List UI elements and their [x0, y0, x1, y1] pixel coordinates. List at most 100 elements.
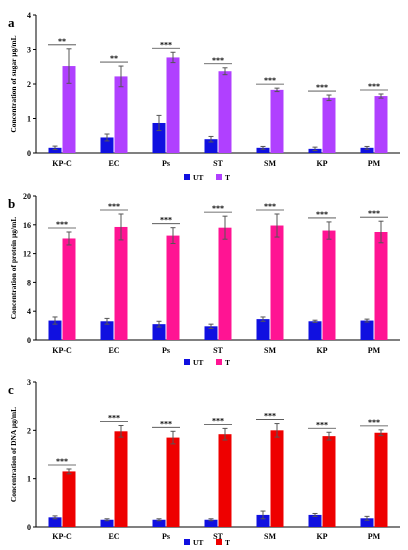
bar-t: [166, 235, 180, 340]
bar-ut: [152, 122, 166, 153]
bar-ut: [360, 320, 374, 340]
significance-label: ***: [160, 40, 172, 49]
category-label: SM: [264, 159, 276, 168]
category-label: SM: [264, 346, 276, 355]
y-tick-label: 4: [27, 307, 31, 316]
category-label: KP: [316, 532, 327, 541]
panel-letter: a: [8, 15, 15, 30]
significance-label: ***: [264, 412, 276, 421]
legend-label-t: T: [225, 538, 230, 547]
significance-label: ***: [108, 202, 120, 211]
legend-label-t: T: [225, 173, 230, 182]
bar-t: [62, 471, 76, 527]
bar-t: [114, 76, 128, 153]
y-axis-label: Concentration of DNA µg/mL: [9, 407, 18, 502]
category-label: EC: [108, 159, 119, 168]
bar-t: [270, 89, 284, 153]
legend-swatch-ut: [184, 174, 190, 180]
bar-ut: [360, 518, 374, 527]
y-tick-label: 3: [27, 378, 31, 387]
bar-ut: [100, 137, 114, 153]
significance-label: ***: [264, 76, 276, 85]
category-label: PM: [368, 532, 381, 541]
bar-ut: [256, 319, 270, 340]
bar-t: [218, 434, 232, 527]
y-tick-label: 3: [27, 46, 31, 55]
significance-label: ***: [316, 210, 328, 219]
significance-label: ***: [108, 414, 120, 423]
bar-ut: [152, 519, 166, 527]
bar-t: [322, 436, 336, 527]
y-tick-label: 1: [27, 115, 31, 124]
bar-ut: [204, 519, 218, 527]
chart-panel-c: c 0 1 2 3 Concentration of DNA µg/mL *** KP-C **…: [8, 378, 400, 547]
bar-ut: [48, 517, 62, 527]
category-label: Ps: [162, 532, 170, 541]
y-tick-label: 16: [23, 221, 31, 230]
y-tick-label: 1: [27, 475, 31, 484]
bar-ut: [100, 519, 114, 527]
bar-t: [374, 232, 388, 340]
significance-label: ***: [212, 416, 224, 425]
bar-ut: [204, 139, 218, 153]
legend-swatch-ut: [184, 359, 190, 365]
y-tick-label: 0: [27, 523, 31, 532]
chart-panel-a: a 0 1 2 3 4 Concentration of sugar µg/mL ** KP-C…: [8, 11, 400, 182]
category-label: ST: [213, 346, 223, 355]
bar-t: [270, 430, 284, 527]
panel-letter: c: [8, 382, 14, 397]
legend-label-ut: UT: [193, 358, 203, 367]
panel-letter: b: [8, 196, 15, 211]
significance-label: ***: [264, 202, 276, 211]
bar-ut: [152, 324, 166, 340]
significance-label: ***: [56, 220, 68, 229]
category-label: KP-C: [52, 346, 72, 355]
bar-t: [114, 226, 128, 340]
category-label: EC: [108, 532, 119, 541]
category-label: Ps: [162, 159, 170, 168]
category-label: KP: [316, 159, 327, 168]
bar-ut: [48, 147, 62, 153]
chart-panel-b: b 0 4 8 12 16 20 Concentration of protein µg/mL…: [8, 192, 400, 367]
y-tick-label: 8: [27, 278, 31, 287]
bar-ut: [308, 514, 322, 527]
significance-label: ***: [368, 209, 380, 218]
significance-label: ***: [212, 56, 224, 65]
y-tick-label: 12: [23, 250, 31, 259]
bar-t: [322, 97, 336, 153]
bar-t: [166, 57, 180, 154]
bar-t: [270, 225, 284, 340]
category-label: ST: [213, 532, 223, 541]
bar-ut: [256, 147, 270, 153]
bar-t: [218, 227, 232, 340]
bar-ut: [256, 514, 270, 527]
y-tick-label: 4: [27, 11, 31, 20]
legend-label-ut: UT: [193, 538, 203, 547]
significance-label: ***: [316, 420, 328, 429]
legend-swatch-ut: [184, 539, 190, 545]
significance-label: ***: [316, 83, 328, 92]
bar-t: [62, 238, 76, 340]
bar-ut: [48, 320, 62, 340]
bar-t: [322, 230, 336, 340]
y-axis-label: Concentration of protein µg/mL: [9, 217, 18, 320]
category-label: PM: [368, 346, 381, 355]
significance-label: ***: [56, 457, 68, 466]
bar-t: [218, 71, 232, 153]
bar-ut: [308, 321, 322, 340]
bar-t: [374, 432, 388, 527]
legend-swatch-t: [216, 359, 222, 365]
y-tick-label: 2: [27, 426, 31, 435]
bar-ut: [360, 147, 374, 153]
category-label: KP-C: [52, 159, 72, 168]
significance-label: ***: [368, 82, 380, 91]
bar-t: [374, 96, 388, 153]
significance-label: ***: [368, 418, 380, 427]
y-tick-label: 0: [27, 336, 31, 345]
category-label: ST: [213, 159, 223, 168]
category-label: KP-C: [52, 532, 72, 541]
y-axis-label: Concentration of sugar µg/mL: [9, 35, 18, 132]
bar-ut: [204, 326, 218, 340]
y-tick-label: 2: [27, 80, 31, 89]
significance-label: ***: [212, 204, 224, 213]
